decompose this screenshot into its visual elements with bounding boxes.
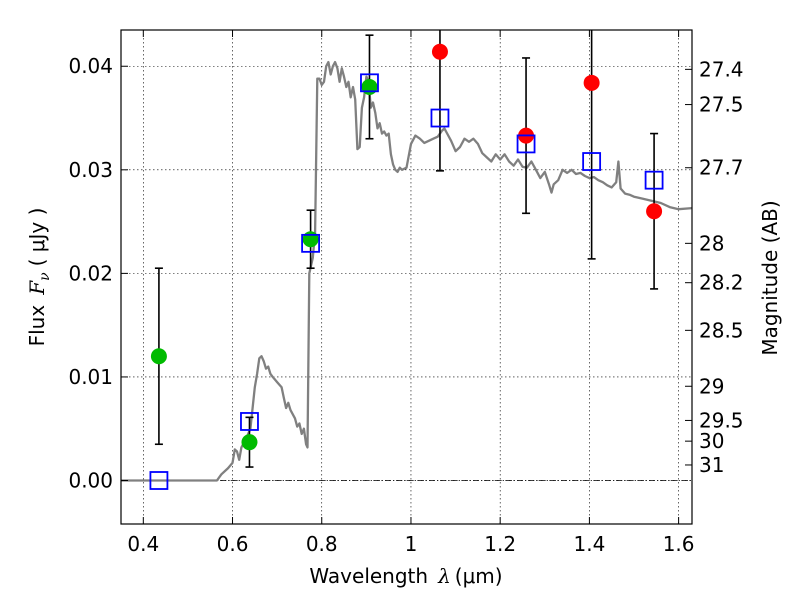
data-point-circle [583,74,600,91]
y-tick-label: 0.03 [68,158,113,182]
y2-axis-label: Magnitude (AB) [758,200,782,355]
data-point-square [516,134,536,154]
y2-tick-label: 27.5 [699,93,744,117]
y2-tick-label: 27.7 [699,156,744,180]
data-markers [149,43,664,490]
x-axis-label: Wavelength λ (μm) [309,564,502,588]
data-point-circle [241,434,258,451]
x-tick-label: 1 [405,532,418,556]
x-tick-label: 1.6 [663,532,695,556]
data-point-circle [361,78,378,95]
y2-tick-label: 30 [699,429,724,453]
y2-tick-label: 28.5 [699,318,744,342]
y-tick-label: 0.00 [68,469,113,493]
y-axis-label: FluxFν( μJy ) [25,208,53,347]
x-tick-label: 0.4 [127,532,159,556]
data-point-square [240,412,259,431]
x-tick-label: 0.8 [306,532,338,556]
plot-frame [120,29,693,525]
data-point-square [582,152,602,171]
y2-tick-label: 28 [699,231,724,255]
data-point-square [149,471,169,490]
y2-tick-label: 31 [699,453,724,477]
grid [121,30,692,524]
x-tick-label: 1.4 [573,532,605,556]
y-tick-label: 0.02 [68,261,113,285]
y2-tick-label: 29 [699,374,724,398]
model-spectrum [121,60,692,482]
x-tick-label: 1.2 [484,532,516,556]
data-point-circle [646,203,663,220]
model-spectrum-line [121,60,692,482]
data-point-circle [431,43,448,60]
x-tick-label: 0.6 [217,532,249,556]
data-point-square [644,170,664,190]
data-point-square [360,73,379,93]
error-bars [154,30,659,468]
data-point-square [301,233,320,253]
data-point-circle [150,348,167,365]
y-tick-label: 0.01 [68,365,113,389]
axis-ticks: 0.4 0.6 0.8 1 1.2 1.4 1.6 0.00 0.01 0.02 0.03 0.04 2… [68,30,744,556]
data-point-circle [302,231,319,248]
y2-tick-label: 28.2 [699,271,744,295]
data-point-square [430,108,450,128]
y2-tick-label: 27.4 [699,57,744,81]
y-tick-label: 0.04 [68,54,113,78]
y2-tick-label: 29.5 [699,408,744,432]
